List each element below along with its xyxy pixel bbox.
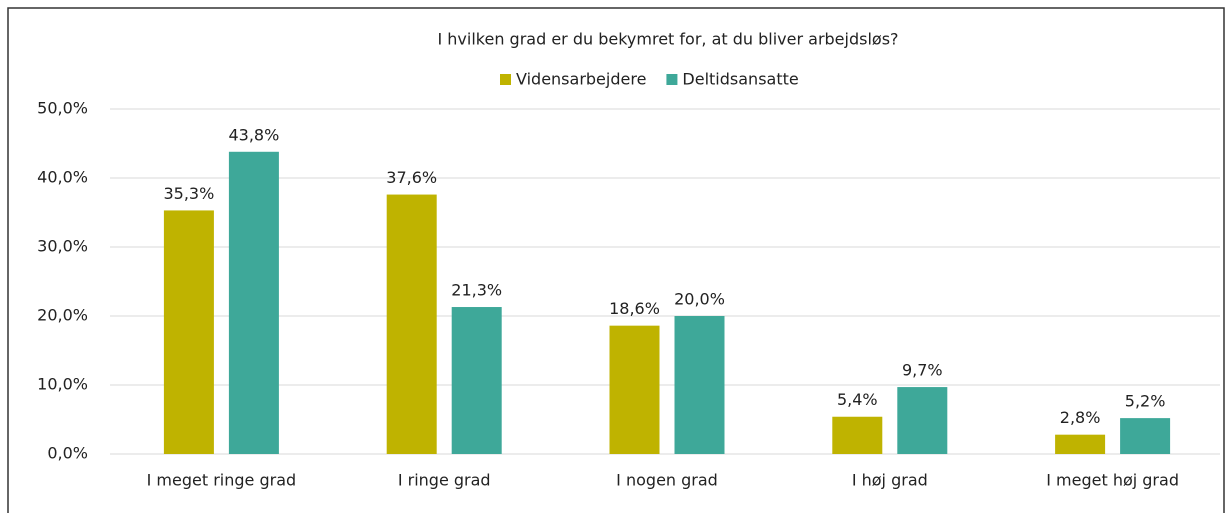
y-tick-label: 0,0% [47,444,88,463]
bar [386,194,437,454]
chart-title: I hvilken grad er du bekymret for, at du… [437,30,898,49]
value-label: 21,3% [451,281,502,300]
bar [832,416,883,454]
value-label: 9,7% [902,361,943,380]
bar [609,325,660,454]
x-tick-label: I høj grad [852,471,928,490]
legend-swatch [500,74,511,85]
legend-label: Vidensarbejdere [516,70,646,89]
x-tick-label: I nogen grad [616,471,718,490]
y-tick-label: 50,0% [37,99,88,118]
value-label: 18,6% [609,299,660,318]
value-label: 43,8% [228,125,279,144]
value-label: 20,0% [674,290,725,309]
bar [1055,434,1106,454]
bar [1120,418,1171,454]
x-tick-label: I meget høj grad [1046,471,1179,490]
y-tick-label: 10,0% [37,375,88,394]
value-label: 2,8% [1060,408,1101,427]
y-tick-label: 20,0% [37,306,88,325]
y-tick-label: 40,0% [37,168,88,187]
value-label: 5,4% [837,390,878,409]
value-label: 37,6% [386,168,437,187]
bar [897,387,948,454]
bar [674,316,725,454]
bar [451,307,502,454]
legend-label: Deltidsansatte [682,70,798,89]
x-tick-label: I meget ringe grad [147,471,297,490]
value-label: 5,2% [1125,392,1166,411]
y-tick-label: 30,0% [37,237,88,256]
x-tick-label: I ringe grad [398,471,491,490]
bar [163,210,214,454]
legend-swatch [666,74,678,85]
bar [228,151,279,454]
value-label: 35,3% [163,184,214,203]
